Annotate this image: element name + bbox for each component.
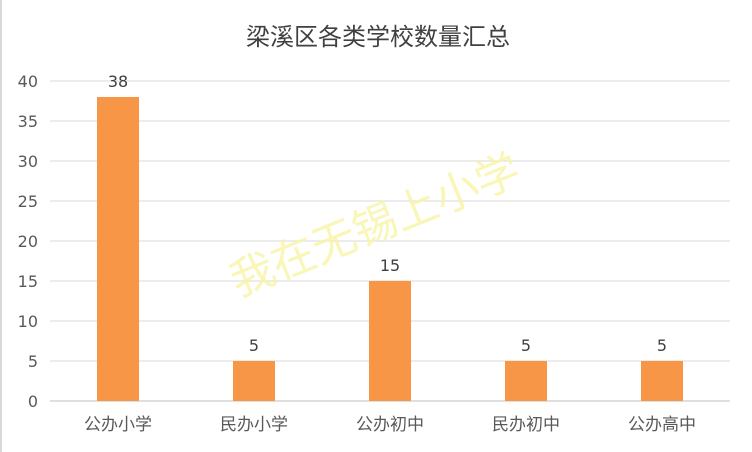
y-tick-label: 25 xyxy=(18,192,38,211)
data-label: 15 xyxy=(380,256,400,275)
y-tick-label: 15 xyxy=(18,272,38,291)
y-tick-label: 35 xyxy=(18,112,38,131)
y-tick-label: 0 xyxy=(28,392,38,411)
x-tick-label: 公办小学 xyxy=(84,415,152,435)
y-tick-label: 40 xyxy=(18,72,38,91)
y-tick-label: 10 xyxy=(18,312,38,331)
bar xyxy=(505,361,547,401)
data-label: 5 xyxy=(521,336,531,355)
y-tick-label: 20 xyxy=(18,232,38,251)
data-label: 5 xyxy=(657,336,667,355)
x-tick-label: 民办小学 xyxy=(220,415,288,435)
x-tick-label: 民办初中 xyxy=(492,415,560,435)
x-tick-label: 公办高中 xyxy=(628,415,696,435)
chart-title: 梁溪区各类学校数量汇总 xyxy=(246,23,510,51)
bar xyxy=(369,281,411,401)
bar xyxy=(641,361,683,401)
bar xyxy=(97,97,139,401)
y-tick-label: 5 xyxy=(28,352,38,371)
y-tick-label: 30 xyxy=(18,152,38,171)
data-label: 5 xyxy=(249,336,259,355)
data-label: 38 xyxy=(108,72,128,91)
bar xyxy=(233,361,275,401)
x-tick-label: 公办初中 xyxy=(356,415,424,435)
